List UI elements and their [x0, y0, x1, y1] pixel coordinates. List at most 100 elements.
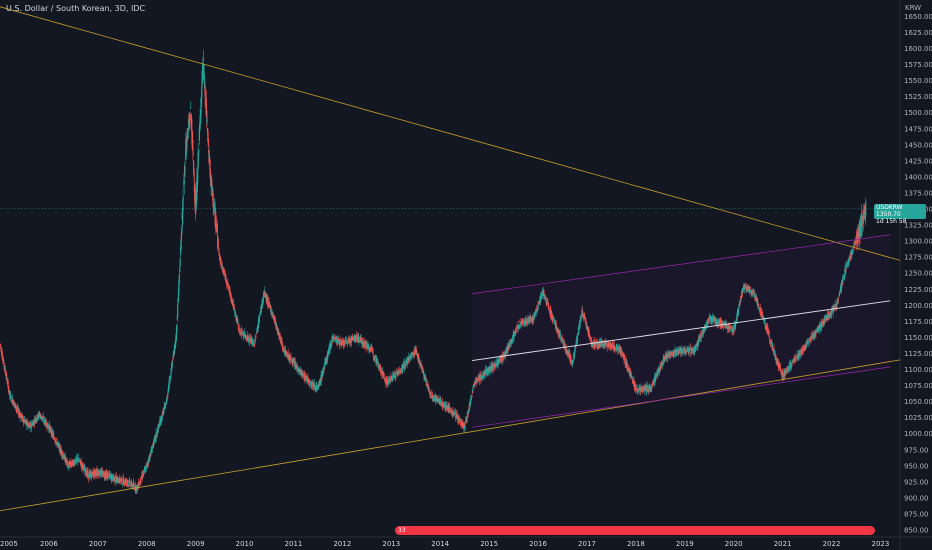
candle-body: [397, 370, 399, 374]
candle-body: [679, 347, 681, 352]
candle-body: [114, 475, 116, 482]
bar-countdown: 1d 15h 58: [876, 218, 907, 225]
candle-body: [520, 321, 522, 324]
candle-body: [28, 425, 30, 427]
candle-body: [628, 369, 630, 371]
candle-body: [425, 381, 427, 386]
candle-body: [716, 323, 718, 325]
x-tick-label: 2013: [382, 540, 400, 548]
candle-body: [73, 463, 75, 465]
candle-body: [80, 464, 82, 466]
candle-body: [6, 378, 8, 379]
candle-body: [282, 350, 284, 352]
candle-body: [241, 330, 243, 331]
candle-body: [72, 461, 74, 466]
x-tick-label: 2010: [236, 540, 254, 548]
candle-body: [269, 304, 271, 307]
candle-body: [102, 471, 105, 477]
candle-body: [799, 354, 802, 356]
candle-body: [498, 362, 500, 363]
candle-body: [310, 381, 313, 386]
candle-body: [426, 385, 428, 388]
candle-body: [759, 307, 762, 313]
candle-body: [47, 425, 49, 428]
candle-body: [329, 342, 331, 350]
candle-body: [370, 347, 372, 351]
candle-body: [589, 336, 591, 338]
candle-body: [156, 432, 158, 436]
candle-body: [633, 380, 635, 382]
candle-body: [69, 462, 71, 465]
candle-body: [565, 351, 568, 353]
candle-body: [678, 349, 680, 351]
candle-body: [836, 305, 838, 307]
candle-body: [0, 346, 2, 349]
candle-body: [400, 368, 403, 369]
candle-body: [64, 455, 66, 463]
y-tick-label: 1000.00: [904, 430, 932, 438]
candle-body: [561, 340, 563, 341]
candle-body: [559, 334, 561, 337]
candle-body: [523, 321, 526, 323]
candle-body: [399, 372, 401, 374]
candle-body: [45, 420, 47, 425]
candle-body: [221, 266, 224, 268]
candle-body: [41, 416, 43, 420]
candle-body: [305, 378, 307, 381]
candle-body: [402, 363, 404, 368]
candle-body: [27, 421, 29, 425]
candle-body: [115, 481, 117, 482]
candle-body: [240, 333, 242, 336]
candle-body: [624, 358, 626, 360]
candle-body: [119, 478, 121, 482]
candle-body: [576, 336, 578, 345]
candle-body: [337, 341, 339, 344]
candle-body: [192, 139, 194, 152]
events-timeline[interactable]: [395, 526, 875, 535]
candle-body: [697, 341, 699, 347]
candle-body: [411, 352, 413, 359]
candle-body: [214, 207, 216, 211]
candle-body: [83, 465, 85, 467]
candle-body: [669, 353, 672, 355]
candle-body: [209, 168, 211, 170]
candle-body: [767, 330, 769, 334]
candle-body: [228, 285, 230, 288]
candle-body: [155, 432, 157, 439]
candle-body: [272, 315, 274, 318]
candle-body: [431, 394, 434, 399]
candle-body: [26, 425, 28, 427]
candle-body: [249, 339, 251, 343]
candle-body: [815, 332, 817, 334]
candle-body: [773, 349, 775, 354]
candle-body: [678, 351, 680, 353]
x-tick-label: 2009: [187, 540, 205, 548]
candle-body: [767, 329, 769, 330]
candle-body: [126, 479, 128, 483]
candle-body: [764, 322, 766, 326]
candle-body: [704, 329, 706, 330]
candle-body: [184, 167, 186, 169]
candle-body: [360, 337, 362, 341]
candle-body: [689, 347, 692, 349]
candle-body: [137, 482, 140, 488]
candle-body: [653, 379, 655, 384]
candle-body: [676, 349, 678, 351]
y-tick-label: 1525.00: [904, 93, 932, 101]
candle-body: [34, 423, 36, 424]
candle-body: [254, 338, 256, 341]
candle-body: [33, 421, 35, 424]
events-count[interactable]: 33: [398, 527, 406, 534]
candle-body: [112, 480, 114, 482]
candle-body: [508, 347, 510, 349]
candle-body: [683, 347, 685, 351]
candle-body: [198, 150, 200, 152]
candle-body: [844, 268, 846, 273]
candle-body: [849, 255, 851, 259]
candle-body: [33, 419, 35, 422]
candle-body: [805, 343, 807, 347]
candle-body: [475, 379, 477, 384]
candle-body: [669, 352, 671, 354]
candle-body: [685, 349, 687, 350]
